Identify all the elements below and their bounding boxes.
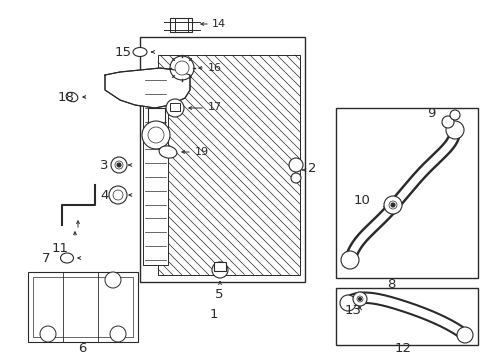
Ellipse shape <box>66 92 78 102</box>
Text: 6: 6 <box>78 342 86 355</box>
Text: 17: 17 <box>207 102 222 112</box>
Circle shape <box>170 56 194 80</box>
Bar <box>142 75 168 265</box>
Circle shape <box>390 203 394 207</box>
Circle shape <box>175 61 189 75</box>
Polygon shape <box>148 108 164 128</box>
Text: 13: 13 <box>345 303 361 316</box>
Text: 19: 19 <box>195 147 209 157</box>
Bar <box>28 272 138 342</box>
Circle shape <box>388 201 396 209</box>
Text: 12: 12 <box>394 342 411 355</box>
Circle shape <box>288 158 303 172</box>
Circle shape <box>113 190 123 200</box>
Text: 3: 3 <box>100 158 108 171</box>
Circle shape <box>339 295 355 311</box>
Circle shape <box>40 326 56 342</box>
Circle shape <box>340 251 358 269</box>
Text: 4: 4 <box>100 189 108 202</box>
Bar <box>158 55 299 275</box>
Text: 7: 7 <box>42 252 50 265</box>
Circle shape <box>109 186 127 204</box>
Circle shape <box>110 326 126 342</box>
Circle shape <box>445 121 463 139</box>
Circle shape <box>456 327 472 343</box>
Circle shape <box>358 297 361 301</box>
Text: 5: 5 <box>215 288 223 302</box>
Text: 15: 15 <box>115 45 132 59</box>
Text: 18: 18 <box>58 90 75 104</box>
Text: 16: 16 <box>207 63 222 73</box>
Text: 10: 10 <box>353 194 370 207</box>
Circle shape <box>105 272 121 288</box>
Circle shape <box>111 157 127 173</box>
Circle shape <box>142 121 170 149</box>
Ellipse shape <box>61 253 73 263</box>
Circle shape <box>148 127 163 143</box>
Circle shape <box>212 262 227 278</box>
Bar <box>335 288 477 345</box>
Polygon shape <box>105 68 190 108</box>
Text: 11: 11 <box>52 242 69 255</box>
Circle shape <box>117 163 121 167</box>
Circle shape <box>352 292 366 306</box>
Bar <box>335 108 477 278</box>
Circle shape <box>290 173 301 183</box>
Text: 14: 14 <box>212 19 225 29</box>
Circle shape <box>356 296 362 302</box>
Circle shape <box>441 116 453 128</box>
Text: 1: 1 <box>209 309 218 321</box>
Circle shape <box>165 99 183 117</box>
Text: 9: 9 <box>426 107 434 120</box>
Ellipse shape <box>159 146 177 158</box>
Bar <box>170 18 192 32</box>
Text: 2: 2 <box>307 162 316 175</box>
Bar <box>170 103 180 111</box>
Circle shape <box>383 196 401 214</box>
Bar <box>140 37 305 282</box>
Text: 8: 8 <box>386 279 395 292</box>
Bar <box>33 277 133 337</box>
Ellipse shape <box>133 48 147 57</box>
Circle shape <box>115 161 123 169</box>
Bar <box>214 262 225 271</box>
Circle shape <box>449 110 459 120</box>
